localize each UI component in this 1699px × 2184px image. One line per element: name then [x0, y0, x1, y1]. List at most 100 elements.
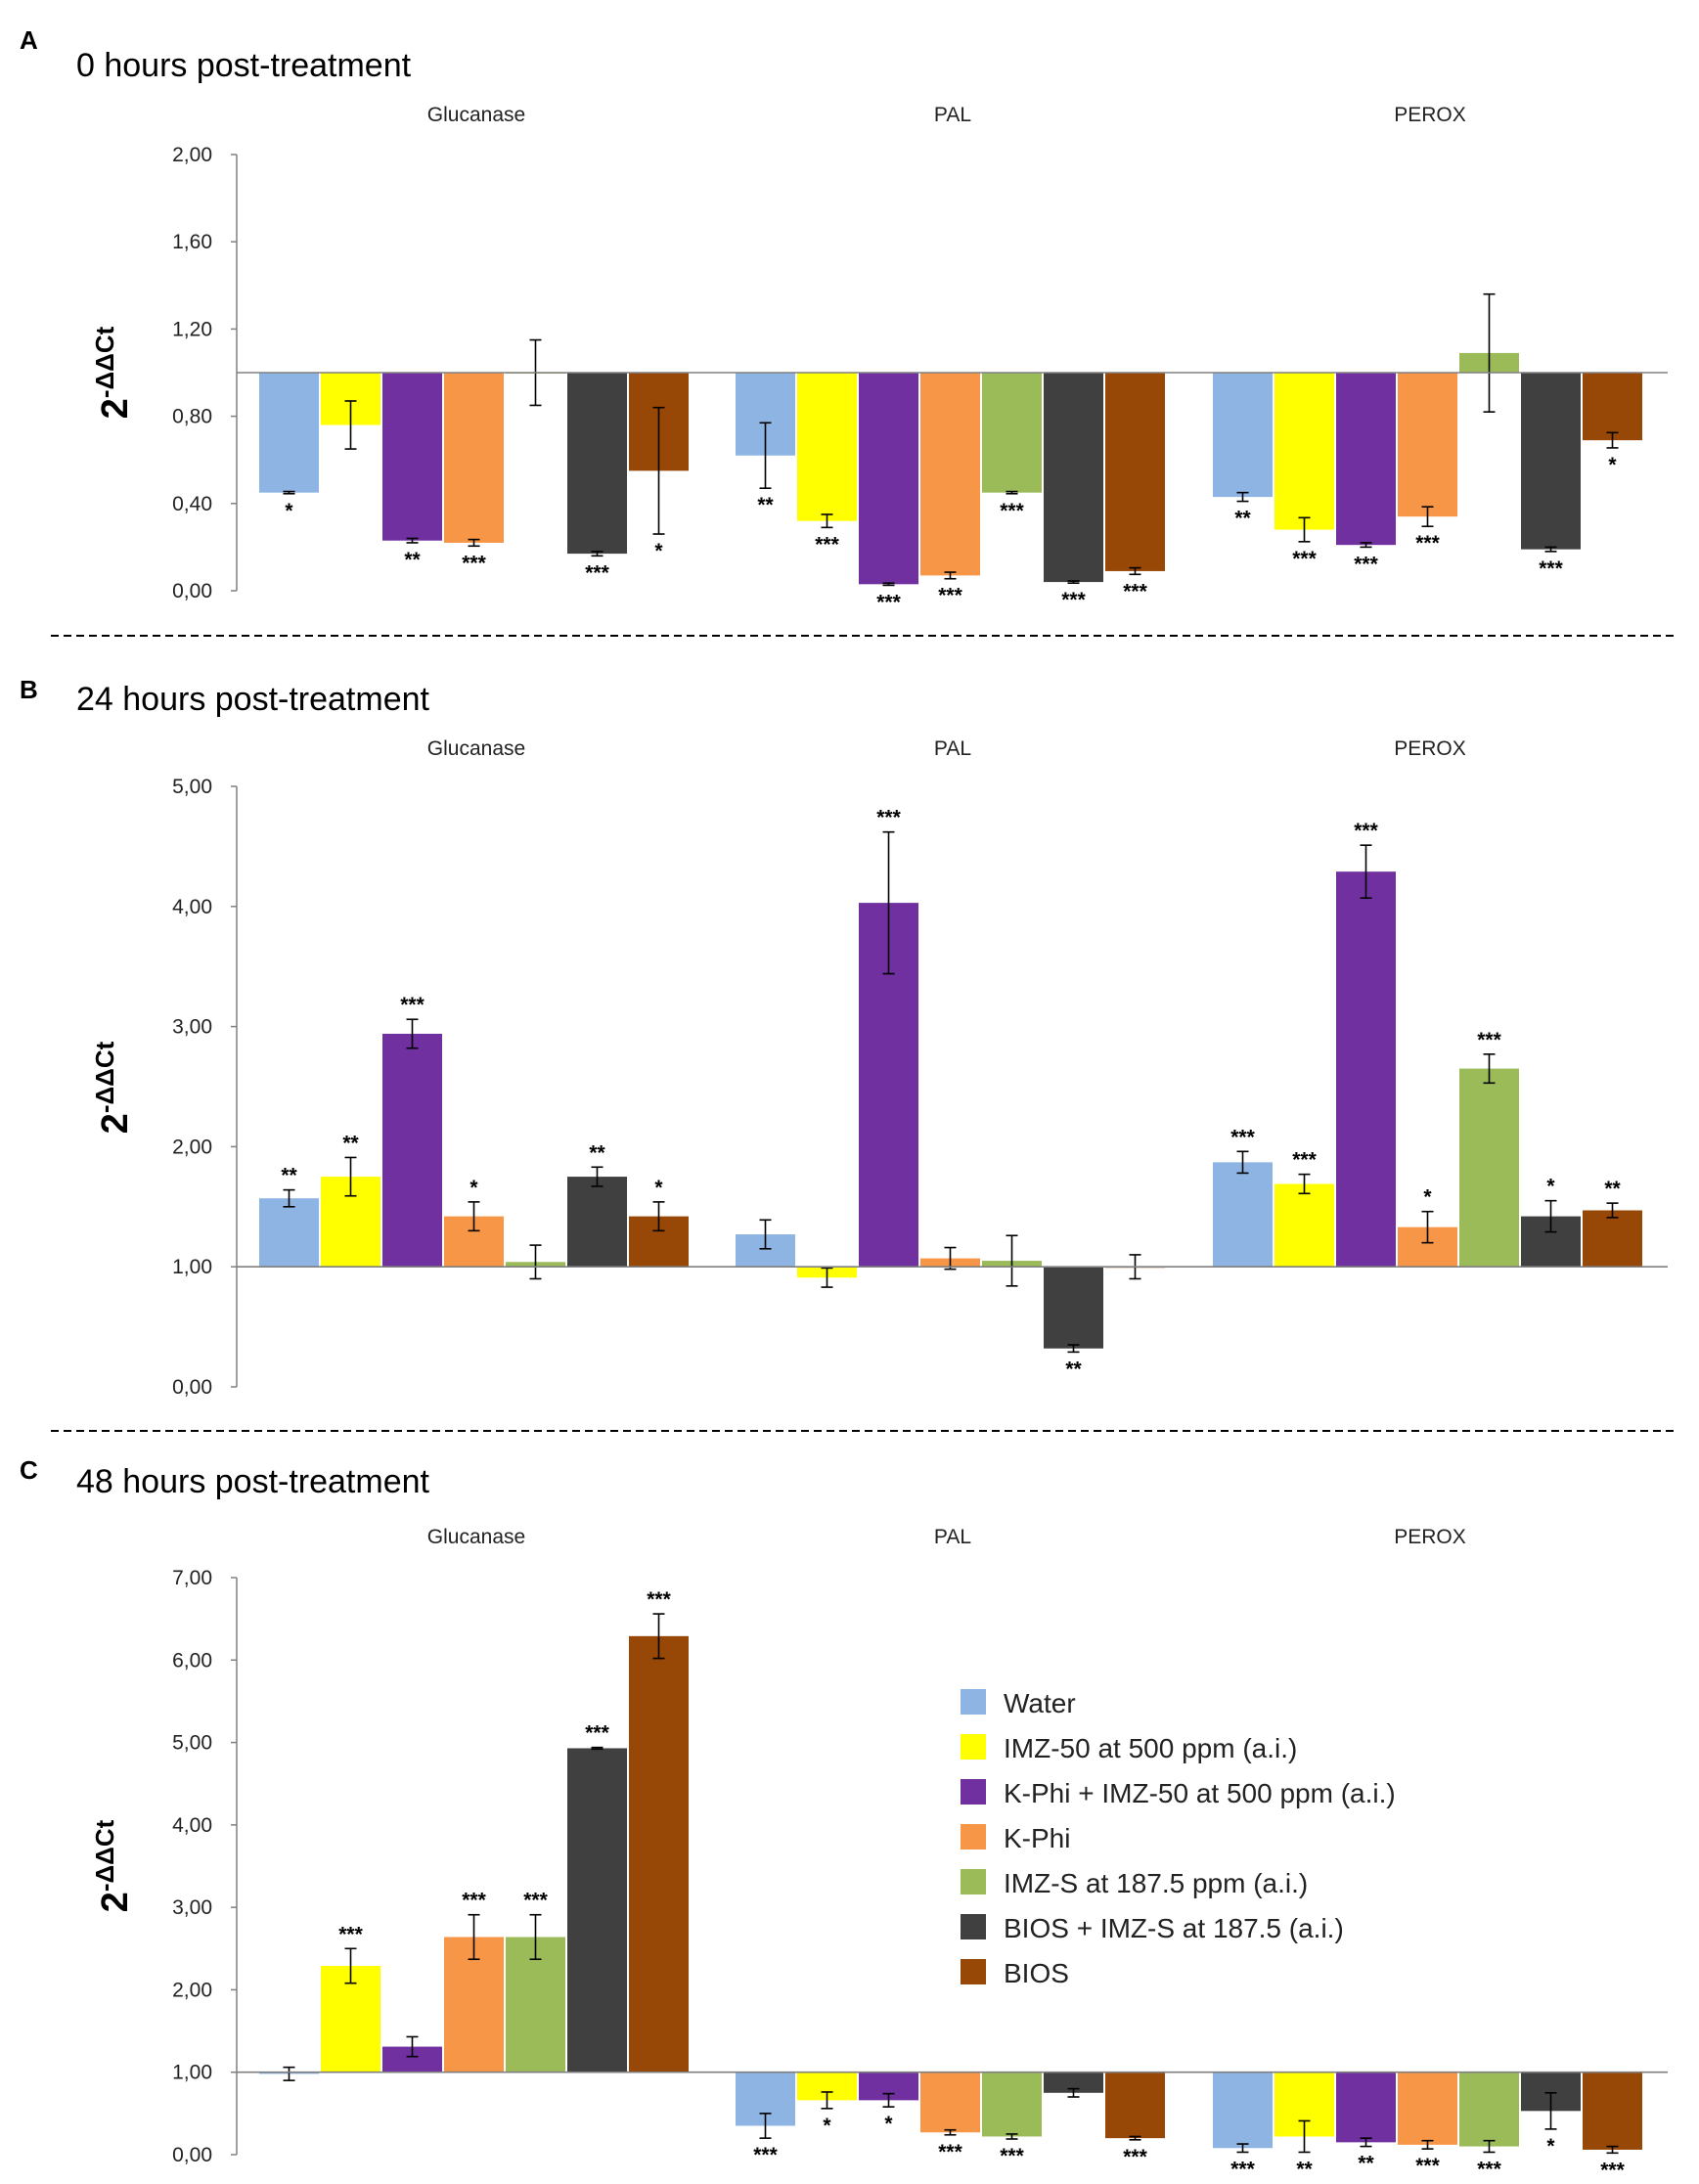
- y-tick-label: 2,00: [172, 144, 212, 166]
- legend-swatch: [961, 1959, 986, 1984]
- legend-entry: K-Phi: [1004, 1823, 1070, 1853]
- bar-perox-series-3: [1398, 373, 1457, 517]
- group-label-glucanase: Glucanase: [427, 1526, 525, 1548]
- group-label-pal: PAL: [934, 1526, 971, 1548]
- y-axis-label-exponent: -ΔΔCt: [90, 1041, 119, 1113]
- significance-marker: ***: [1230, 1126, 1255, 1148]
- y-axis-label: 2-ΔΔCt: [90, 1819, 136, 1912]
- significance-marker: ***: [1415, 2155, 1440, 2177]
- significance-marker: *: [823, 2115, 831, 2137]
- significance-marker: ***: [338, 1923, 363, 1945]
- y-tick-label: 4,00: [172, 896, 212, 918]
- significance-marker: ***: [1539, 557, 1563, 580]
- y-tick-label: 1,60: [172, 231, 212, 253]
- legend-swatch: [961, 1914, 986, 1939]
- y-axis-label-exponent: -ΔΔCt: [90, 1819, 119, 1892]
- bar-glucanase-series-3: [444, 373, 504, 543]
- y-tick-label: 2,00: [172, 1136, 212, 1158]
- significance-marker: *: [1608, 454, 1617, 476]
- significance-marker: *: [285, 500, 293, 522]
- significance-marker: ***: [1000, 2145, 1024, 2167]
- bar-pal-series-3: [920, 373, 980, 576]
- significance-marker: **: [1296, 2158, 1313, 2180]
- bar-glucanase-series-5: [567, 1748, 627, 2073]
- significance-marker: ***: [523, 1890, 548, 1912]
- y-tick-label: 0,00: [172, 2144, 212, 2166]
- y-tick-label: 3,00: [172, 1016, 212, 1039]
- significance-marker: ***: [647, 1588, 671, 1611]
- bar-glucanase-series-2: [382, 1033, 442, 1268]
- panel-letter: B: [20, 675, 38, 704]
- significance-marker: *: [1423, 1186, 1432, 1209]
- panel-B: B 24 hours post-treatment Glucanase PAL PERO…: [20, 675, 1668, 1399]
- y-tick-label: 1,20: [172, 318, 212, 340]
- significance-marker: ***: [1415, 532, 1440, 555]
- y-axis-label: 2-ΔΔCt: [90, 326, 136, 419]
- bar-perox-series-1: [1274, 1183, 1334, 1268]
- significance-marker: ***: [876, 807, 901, 829]
- y-axis-label-base: 2: [95, 1113, 136, 1134]
- bar-perox-series-2: [1336, 2072, 1396, 2143]
- significance-marker: ***: [462, 1890, 486, 1912]
- significance-marker: *: [1546, 2135, 1555, 2158]
- legend-entry: BIOS: [1004, 1958, 1069, 1988]
- legend-swatch: [961, 1734, 986, 1760]
- significance-marker: ***: [1292, 548, 1317, 570]
- y-tick-label: 0,40: [172, 493, 212, 515]
- significance-marker: *: [884, 2113, 893, 2135]
- group-label-pal: PAL: [934, 104, 971, 126]
- bar-pal-series-1: [797, 373, 857, 521]
- group-label-perox: PEROX: [1394, 1526, 1466, 1548]
- y-axis-label-base: 2: [95, 398, 136, 419]
- bar-perox-series-5: [1521, 373, 1581, 550]
- legend-entry: IMZ-S at 187.5 ppm (a.i.): [1004, 1868, 1308, 1898]
- panel-C: C 48 hours post-treatment Glucanase PAL PERO…: [20, 1455, 1668, 2181]
- group-label-glucanase: Glucanase: [427, 737, 525, 760]
- legend-swatch: [961, 1779, 986, 1805]
- significance-marker: ***: [1000, 500, 1024, 522]
- legend-entry: BIOS + IMZ-S at 187.5 (a.i.): [1004, 1913, 1344, 1943]
- bar-pal-series-2: [859, 373, 918, 585]
- significance-marker: **: [404, 549, 421, 571]
- bar-pal-series-5: [1044, 1267, 1103, 1349]
- y-tick-label: 4,00: [172, 1814, 212, 1837]
- y-tick-label: 2,00: [172, 1979, 212, 2001]
- significance-marker: ***: [876, 591, 901, 613]
- y-tick-label: 3,00: [172, 1896, 212, 1919]
- bar-perox-series-2: [1336, 871, 1396, 1268]
- bar-pal-series-6: [1105, 373, 1165, 571]
- y-tick-label: 1,00: [172, 1256, 212, 1278]
- legend-entry: Water: [1004, 1688, 1076, 1718]
- bar-perox-series-4: [1459, 1068, 1519, 1268]
- bar-pal-series-6: [1105, 2072, 1165, 2139]
- bar-perox-series-2: [1336, 373, 1396, 546]
- y-tick-label: 0,00: [172, 580, 212, 602]
- significance-marker: **: [589, 1141, 605, 1164]
- group-label-perox: PEROX: [1394, 104, 1466, 126]
- y-axis-label-base: 2: [95, 1892, 136, 1912]
- significance-marker: ***: [938, 2141, 962, 2163]
- bar-glucanase-series-6: [629, 1635, 689, 2073]
- y-tick-label: 5,00: [172, 776, 212, 798]
- significance-marker: ***: [1061, 589, 1086, 611]
- bar-pal-series-5: [1044, 373, 1103, 583]
- significance-marker: ***: [1230, 2158, 1255, 2180]
- bar-pal-series-4: [982, 2072, 1042, 2137]
- significance-marker: ***: [1477, 2158, 1501, 2180]
- bar-pal-series-5: [1044, 2072, 1103, 2093]
- significance-marker: ***: [1600, 2159, 1625, 2181]
- significance-marker: *: [469, 1177, 478, 1199]
- significance-marker: ***: [1123, 2146, 1147, 2168]
- y-axis-label: 2-ΔΔCt: [90, 1041, 136, 1134]
- panel-letter: A: [20, 25, 38, 55]
- legend-swatch: [961, 1689, 986, 1715]
- significance-marker: ***: [938, 585, 962, 607]
- significance-marker: **: [1234, 508, 1251, 530]
- bar-perox-series-6: [1583, 1210, 1642, 1268]
- significance-marker: *: [654, 1177, 663, 1199]
- group-label-perox: PEROX: [1394, 737, 1466, 760]
- significance-marker: **: [1604, 1178, 1621, 1200]
- significance-marker: ***: [585, 561, 609, 584]
- significance-marker: ***: [462, 552, 486, 574]
